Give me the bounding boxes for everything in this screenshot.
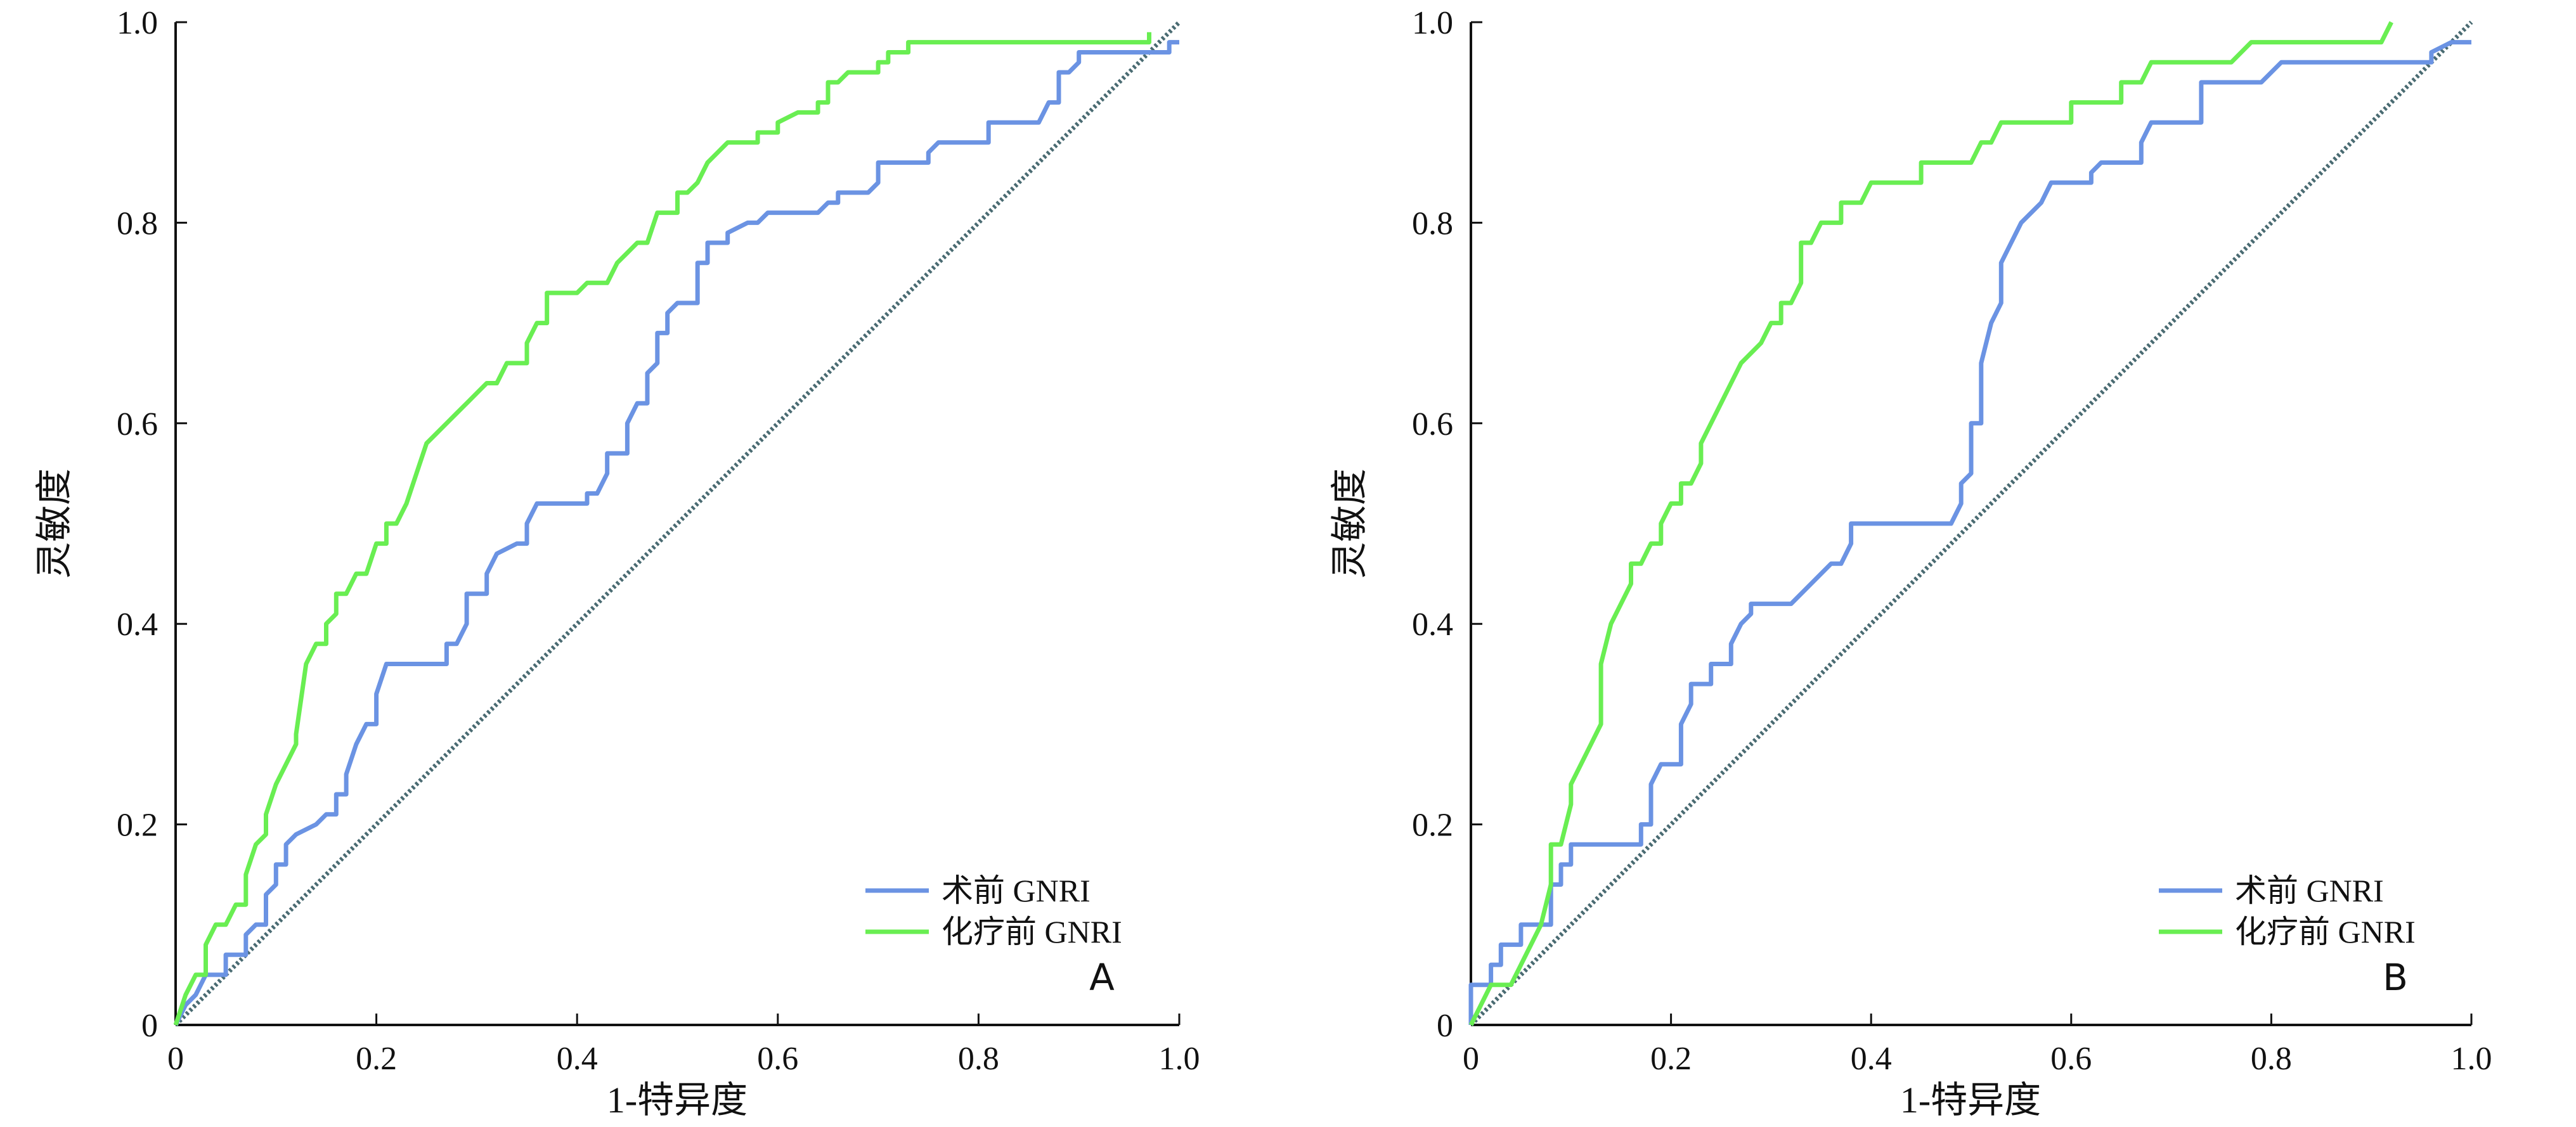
x-axis-title: 1-特异度 [1900,1079,2041,1121]
y-tick-label: 0.2 [117,808,158,844]
x-tick-label: 1.0 [1159,1041,1200,1077]
x-tick-label: 0.2 [1650,1041,1692,1077]
x-tick-label: 0.8 [958,1041,999,1077]
y-tick-label: 0 [1437,1008,1453,1044]
legend-label: 术前 GNRI [2235,873,2384,908]
x-tick-label: 1.0 [2451,1041,2492,1077]
x-tick-label: 0.6 [757,1041,798,1077]
panel-label: A [1089,956,1115,999]
legend-label: 术前 GNRI [942,873,1091,908]
x-tick-label: 0.8 [2251,1041,2292,1077]
x-tick-label: 0.4 [557,1041,598,1077]
y-tick-label: 0.6 [117,406,158,442]
y-axis-title: 灵敏度 [1329,468,1370,579]
y-tick-label: 0.4 [1412,607,1453,643]
y-tick-label: 0 [141,1008,158,1044]
roc-panel-b: 0 0.2 0.4 0.6 0.8 1.0 0 0.2 0.4 0.6 0.8 1.0 1-特异度 灵敏度… [1329,5,2492,1121]
y-tick-label: 0.4 [117,607,158,643]
y-tick-label: 1.0 [1412,5,1453,41]
roc-series-line-2 [173,32,1151,1026]
x-tick-label: 0.2 [356,1041,397,1077]
x-tick-label: 0 [167,1041,184,1077]
roc-series-line-1 [173,40,1179,1026]
panel-label: B [2383,956,2408,999]
roc-panel-a: 0 0.2 0.4 0.6 0.8 1.0 0 0.2 0.4 0.6 0.8 1.0 1-特异度 灵敏度… [34,5,1200,1121]
y-tick-label: 0.8 [1412,205,1453,242]
x-tick-label: 0.4 [1851,1041,1892,1077]
legend-label: 化疗前 GNRI [942,914,1122,950]
y-tick-label: 0.8 [117,205,158,242]
y-tick-label: 0.6 [1412,406,1453,442]
x-tick-label: 0.6 [2050,1041,2092,1077]
y-tick-label: 1.0 [117,5,158,41]
roc-series-line-1 [1468,40,2471,1025]
x-axis-title: 1-特异度 [607,1079,748,1121]
y-axis-title: 灵敏度 [34,468,75,579]
reference-diagonal-line [174,20,1181,1027]
y-tick-label: 0.2 [1412,808,1453,844]
legend-label: 化疗前 GNRI [2235,914,2416,950]
roc-series-line-2 [1468,21,2393,1026]
x-tick-label: 0 [1463,1041,1479,1077]
